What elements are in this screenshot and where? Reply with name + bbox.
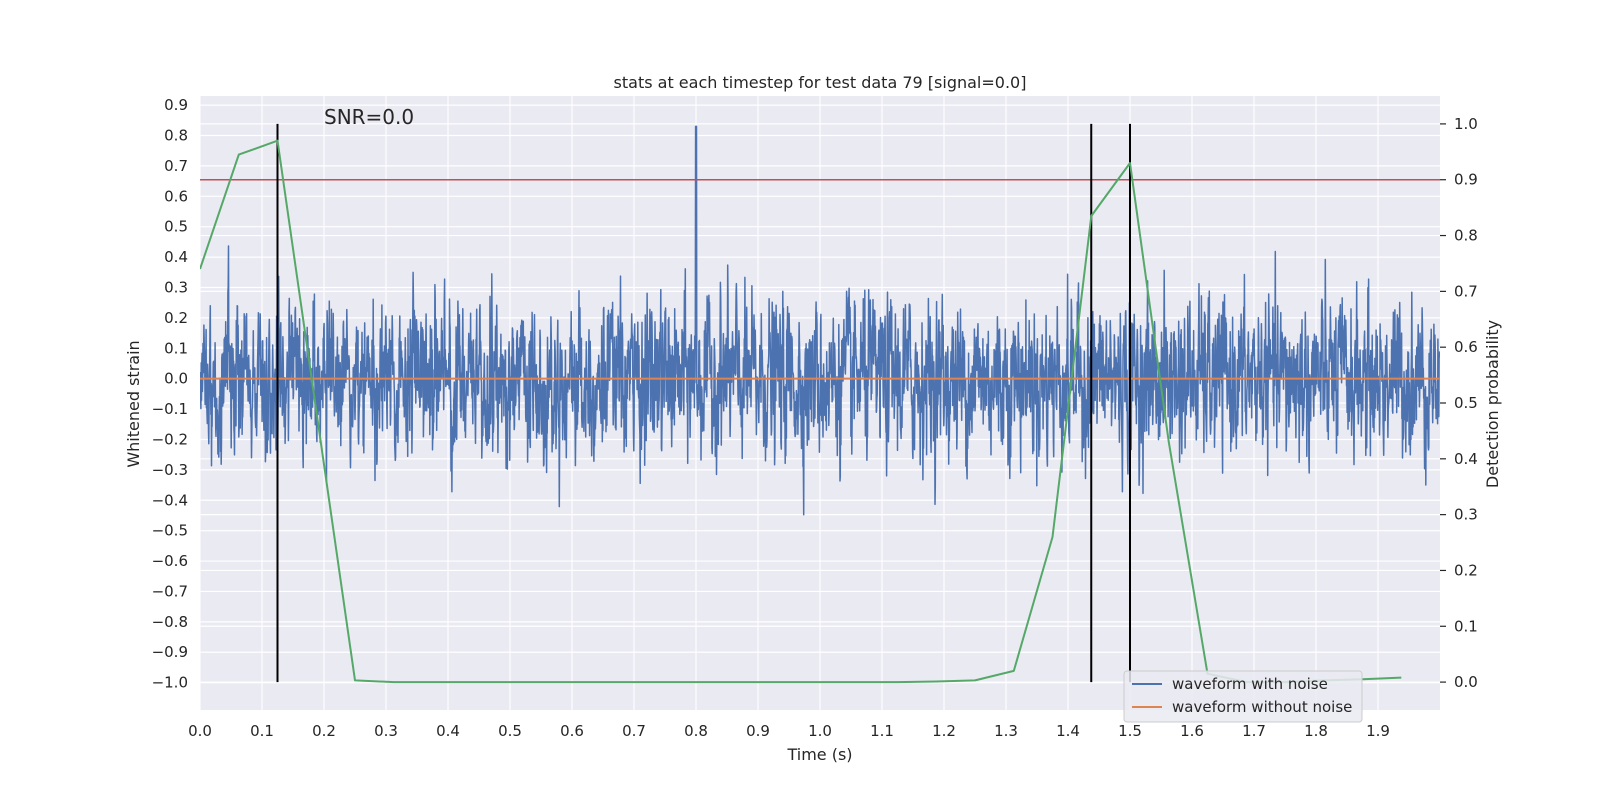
snr-annotation: SNR=0.0 (324, 105, 414, 129)
x-tick-label: 0.1 (250, 722, 274, 740)
y2-tick-label: 0.4 (1454, 450, 1478, 468)
y-tick-label: −0.2 (152, 430, 188, 448)
plot-area (200, 123, 1440, 684)
y-tick-label: 0.5 (164, 218, 188, 236)
y2-tick-label: 0.3 (1454, 506, 1478, 524)
y-tick-label: −0.7 (152, 582, 188, 600)
y-tick-label: 0.9 (164, 96, 188, 114)
legend-box (1123, 670, 1363, 723)
x-tick-label: 1.5 (1118, 722, 1142, 740)
x-tick-label: 0.6 (560, 722, 584, 740)
y-tick-label: −0.9 (152, 643, 188, 661)
x-tick-label: 0.7 (622, 722, 646, 740)
x-tick-label: 1.4 (1056, 722, 1080, 740)
x-tick-label: 1.0 (808, 722, 832, 740)
y-tick-label: 0.4 (164, 248, 188, 266)
x-tick-label: 0.2 (312, 722, 336, 740)
y2-tick-label: 0.7 (1454, 282, 1478, 300)
y2-tick-label: 0.8 (1454, 227, 1478, 245)
x-tick-label: 1.1 (870, 722, 894, 740)
legend: waveform with noise waveform without noi… (1123, 670, 1363, 723)
y-tick-label: 0.7 (164, 157, 188, 175)
y-tick-label: 0.6 (164, 187, 188, 205)
chart-title: stats at each timestep for test data 79 … (614, 73, 1027, 92)
y2-tick-label: 0.1 (1454, 617, 1478, 635)
y2-tick-label: 0.2 (1454, 561, 1478, 579)
y-axis-ticks: 0.9 0.8 0.7 0.6 0.5 0.4 0.3 0.2 0.1 0.0 −0.1 −0.2 −0… (152, 96, 188, 692)
y2-axis-ticks: 1.0 0.9 0.8 0.7 0.6 0.5 0.4 0.3 0.2 0.1 0.0 (1440, 115, 1478, 691)
x-tick-label: 0.3 (374, 722, 398, 740)
x-axis-ticks: 0.0 0.1 0.2 0.3 0.4 0.5 0.6 0.7 0.8 0.9 1.0 1.1 1.2 1… (188, 722, 1390, 740)
x-tick-label: 1.2 (932, 722, 956, 740)
x-tick-label: 1.8 (1304, 722, 1328, 740)
y-tick-label: −0.5 (152, 522, 188, 540)
y-tick-label: 0.1 (164, 339, 188, 357)
y-tick-label: 0.2 (164, 309, 188, 327)
y-axis-label: Whitened strain (124, 340, 143, 467)
y-tick-label: 0.3 (164, 278, 188, 296)
legend-label-without-noise: waveform without noise (1172, 698, 1352, 716)
x-axis-label: Time (s) (786, 745, 852, 764)
y-tick-label: −0.4 (152, 491, 188, 509)
y-tick-label: −0.1 (152, 400, 188, 418)
y-tick-label: 0.0 (164, 370, 188, 388)
y-tick-label: 0.8 (164, 127, 188, 145)
x-tick-label: 1.6 (1180, 722, 1204, 740)
y-tick-label: −1.0 (152, 674, 188, 692)
x-tick-label: 1.7 (1242, 722, 1266, 740)
x-tick-label: 0.5 (498, 722, 522, 740)
series-line-waveform-with-noise (200, 125, 1440, 516)
legend-label-with-noise: waveform with noise (1172, 675, 1328, 693)
x-tick-label: 1.9 (1366, 722, 1390, 740)
y2-tick-label: 0.5 (1454, 394, 1478, 412)
y2-tick-label: 1.0 (1454, 115, 1478, 133)
x-tick-label: 0.4 (436, 722, 460, 740)
x-tick-label: 0.0 (188, 722, 212, 740)
x-tick-label: 0.8 (684, 722, 708, 740)
y-tick-label: −0.6 (152, 552, 188, 570)
y-tick-label: −0.8 (152, 613, 188, 631)
x-tick-label: 0.9 (746, 722, 770, 740)
y-tick-label: −0.3 (152, 461, 188, 479)
x-tick-label: 1.3 (994, 722, 1018, 740)
y2-tick-label: 0.6 (1454, 338, 1478, 356)
y2-axis-label: Detection probability (1483, 320, 1502, 488)
y2-tick-label: 0.9 (1454, 171, 1478, 189)
y2-tick-label: 0.0 (1454, 673, 1478, 691)
